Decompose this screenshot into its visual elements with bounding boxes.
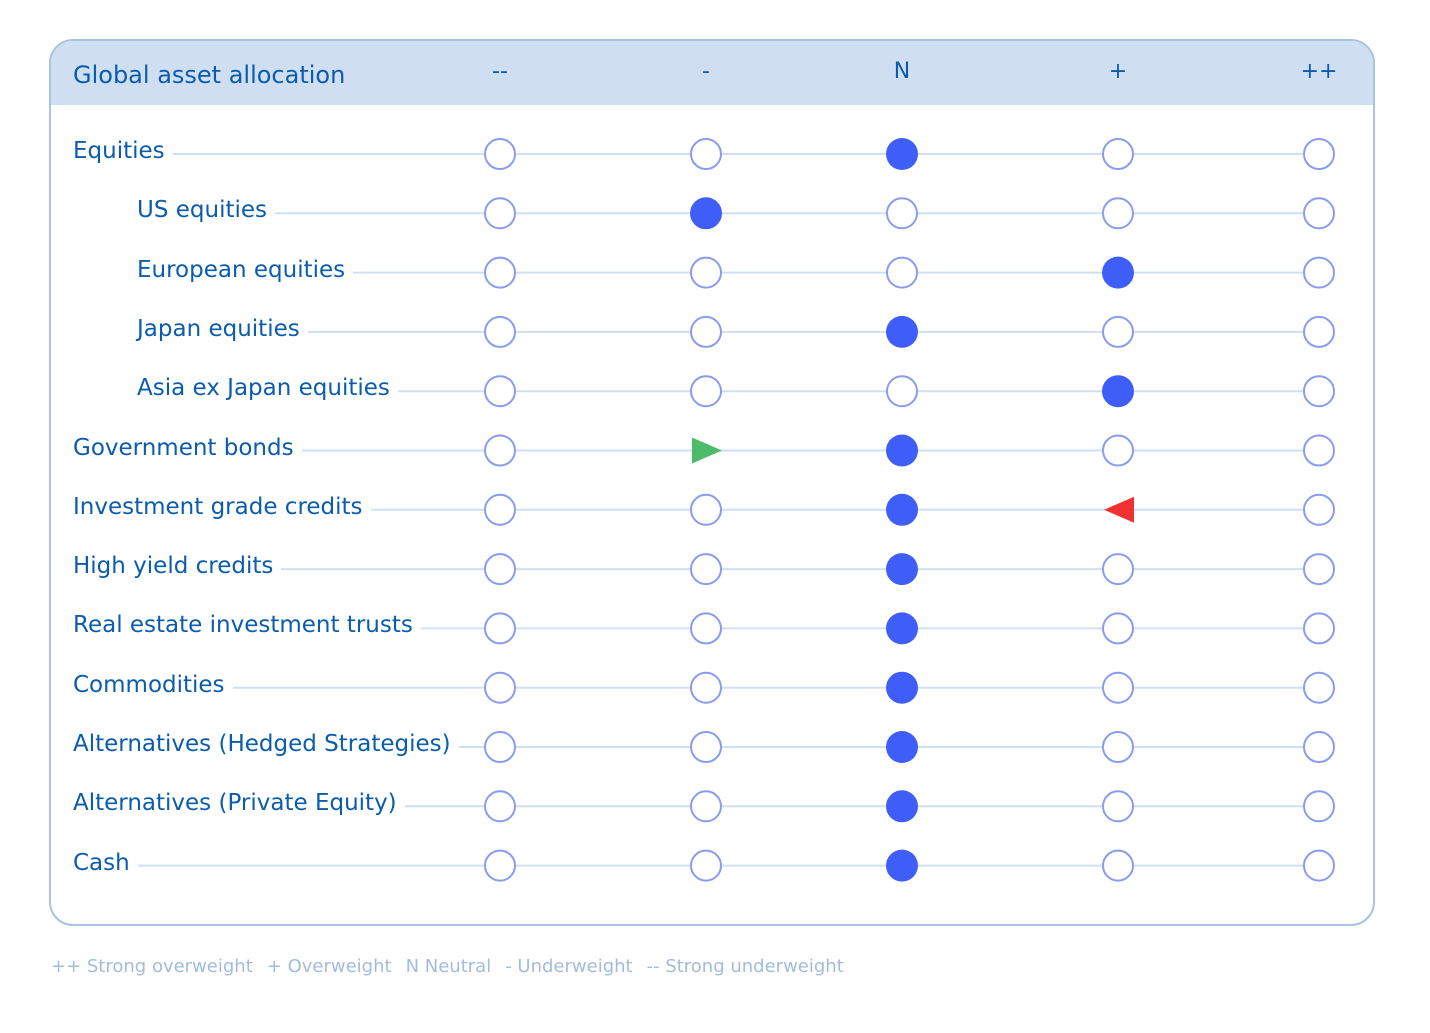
position-dot-empty xyxy=(690,375,722,408)
position-dot-filled xyxy=(886,612,918,645)
position-dot-empty xyxy=(1303,434,1335,467)
legend-item: + Overweight xyxy=(266,956,392,977)
move-down-arrow xyxy=(1104,496,1134,523)
position-dot-empty xyxy=(1303,849,1335,882)
position-dot-empty xyxy=(690,612,722,645)
position-dot-empty xyxy=(1303,375,1335,408)
position-dot-empty xyxy=(1303,790,1335,823)
position-dot-filled xyxy=(886,553,918,586)
position-dot-empty xyxy=(1102,849,1134,882)
row-label: US equities xyxy=(137,197,276,224)
position-dot-empty xyxy=(690,790,722,823)
column-header: N xyxy=(893,59,911,84)
position-dot-empty xyxy=(484,790,516,823)
position-dot-filled xyxy=(886,790,918,823)
row-label: Government bonds xyxy=(73,434,302,461)
position-dot-filled xyxy=(886,493,918,526)
position-dot-empty xyxy=(484,138,516,170)
position-dot-empty xyxy=(886,375,918,408)
column-header: - xyxy=(702,59,710,84)
position-dot-empty xyxy=(1102,790,1134,823)
row-label: Asia ex Japan equities xyxy=(137,375,398,402)
column-header: + xyxy=(1108,59,1128,84)
position-dot-filled xyxy=(886,731,918,763)
position-dot-empty xyxy=(484,612,516,645)
legend: ++ Strong overweight + Overweight N Neutra… xyxy=(51,956,858,977)
legend-item: N Neutral xyxy=(405,956,492,977)
position-dot-empty xyxy=(484,731,516,763)
row-label: European equities xyxy=(137,256,354,283)
table-header: Global asset allocation -- - N + ++ xyxy=(51,41,1373,105)
position-dot-empty xyxy=(484,434,516,467)
position-dot-empty xyxy=(690,671,722,704)
position-dot-empty xyxy=(484,197,516,230)
position-dot-empty xyxy=(690,731,722,763)
chart-title: Global asset allocation xyxy=(73,61,346,89)
position-dot-empty xyxy=(690,849,722,882)
position-dot-filled xyxy=(1102,256,1134,289)
position-dot-empty xyxy=(1303,671,1335,704)
row-label: High yield credits xyxy=(73,553,282,580)
position-dot-empty xyxy=(1102,671,1134,704)
position-dot-empty xyxy=(1102,434,1134,467)
column-header: -- xyxy=(492,59,508,84)
position-dot-empty xyxy=(1303,315,1335,348)
position-dot-empty xyxy=(1102,553,1134,586)
position-dot-empty xyxy=(690,138,722,170)
row-label: Japan equities xyxy=(137,315,308,342)
position-dot-empty xyxy=(484,671,516,704)
position-dot-empty xyxy=(1102,612,1134,645)
position-dot-empty xyxy=(886,197,918,230)
position-dot-filled xyxy=(886,315,918,348)
position-dot-empty xyxy=(1303,612,1335,645)
legend-item: ++ Strong overweight xyxy=(51,956,253,977)
position-dot-empty xyxy=(1102,197,1134,230)
position-dot-filled xyxy=(886,671,918,704)
position-dot-empty xyxy=(1102,138,1134,170)
position-dot-filled xyxy=(886,138,918,170)
position-dot-empty xyxy=(484,493,516,526)
allocation-grid xyxy=(83,138,1335,882)
position-dot-empty xyxy=(1303,197,1335,230)
position-dot-filled xyxy=(886,849,918,882)
position-dot-empty xyxy=(886,256,918,289)
position-dot-empty xyxy=(1303,138,1335,170)
position-dot-empty xyxy=(484,315,516,348)
position-dot-empty xyxy=(1303,553,1335,586)
column-header: ++ xyxy=(1300,59,1338,84)
row-label: Real estate investment trusts xyxy=(73,612,421,639)
position-dot-empty xyxy=(1102,731,1134,763)
legend-item: - Underweight xyxy=(505,956,633,977)
position-dot-empty xyxy=(1303,731,1335,763)
legend-item: -- Strong underweight xyxy=(646,956,844,977)
row-label: Alternatives (Hedged Strategies) xyxy=(73,731,459,757)
position-dot-empty xyxy=(690,493,722,526)
move-up-arrow xyxy=(692,437,722,464)
allocation-card: Global asset allocation -- - N + ++ Equities… xyxy=(49,39,1375,926)
position-dot-empty xyxy=(690,315,722,348)
position-dot-empty xyxy=(484,849,516,882)
position-dot-empty xyxy=(690,256,722,289)
position-dot-empty xyxy=(1303,493,1335,526)
row-label: Investment grade credits xyxy=(73,493,371,520)
row-label: Equities xyxy=(73,138,173,164)
position-dot-empty xyxy=(484,375,516,408)
position-dot-empty xyxy=(484,553,516,586)
position-dot-filled xyxy=(1102,375,1134,408)
position-dot-filled xyxy=(886,434,918,467)
row-label: Commodities xyxy=(73,671,233,698)
position-dot-filled xyxy=(690,197,722,230)
row-label: Alternatives (Private Equity) xyxy=(73,790,405,817)
position-dot-empty xyxy=(484,256,516,289)
position-dot-empty xyxy=(1303,256,1335,289)
position-dot-empty xyxy=(1102,315,1134,348)
row-label: Cash xyxy=(73,849,138,876)
position-dot-empty xyxy=(690,553,722,586)
